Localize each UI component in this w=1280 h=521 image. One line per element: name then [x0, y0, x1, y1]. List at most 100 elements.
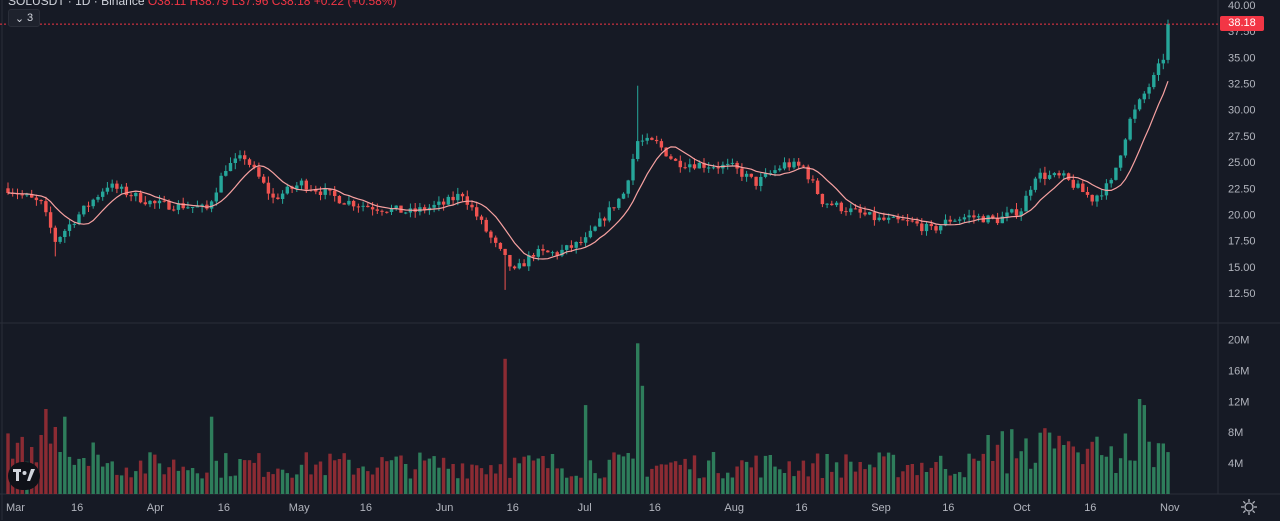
volume-bar	[333, 460, 337, 494]
time-tick-label: 16	[218, 502, 230, 514]
candle	[721, 161, 725, 174]
candle	[811, 175, 815, 183]
candle	[574, 241, 578, 254]
candle	[593, 225, 597, 232]
candle	[669, 154, 673, 160]
candle	[262, 174, 266, 184]
volume-bar	[91, 442, 95, 494]
volume-bar	[1047, 432, 1052, 494]
candle	[475, 201, 479, 221]
volume-bar	[886, 452, 891, 494]
volume-bar	[839, 477, 843, 494]
candle	[494, 235, 498, 248]
volume-bar	[484, 474, 488, 494]
time-tick-label: 16	[507, 502, 519, 514]
candle	[489, 230, 493, 244]
volume-bar	[157, 463, 162, 494]
candle	[323, 183, 327, 200]
volume-bar	[299, 464, 304, 494]
volume-bar	[967, 453, 971, 494]
volume-bar	[891, 454, 896, 494]
candle	[626, 179, 630, 198]
volume-bar	[555, 468, 559, 494]
volume-bar	[63, 416, 67, 494]
time-tick-label: Jul	[578, 502, 592, 514]
volume-bar	[1076, 452, 1080, 494]
volume-bar	[801, 460, 806, 494]
volume-bar	[366, 471, 370, 494]
time-tick-label: 16	[795, 502, 807, 514]
volume-bar	[1052, 448, 1057, 494]
candle	[1024, 190, 1028, 212]
last-price-tag: 38.18	[1220, 16, 1264, 32]
volume-bar	[351, 474, 356, 494]
collapse-indicators-button[interactable]: ⌄ 3	[8, 9, 40, 27]
candle	[583, 232, 588, 248]
candle	[110, 179, 114, 192]
candle	[228, 157, 233, 172]
candle	[858, 204, 862, 219]
candle	[896, 213, 900, 224]
volume-bar	[247, 460, 252, 494]
time-axis[interactable]: Mar 16 Apr 16 May 16 Jun 16 Jul 16 Aug 16 Sep 16 Oct 16…	[6, 502, 1180, 514]
candle	[546, 250, 550, 253]
volume-bar	[205, 472, 209, 494]
candle	[612, 207, 616, 211]
volume-tick-label: 20M	[1228, 335, 1249, 347]
volume-bar	[815, 453, 820, 494]
volume-bar	[1081, 464, 1085, 494]
candle	[948, 215, 952, 225]
candle	[224, 165, 228, 177]
volume-bar	[44, 409, 48, 494]
candle	[347, 195, 351, 206]
candle	[375, 203, 379, 214]
volume-bar	[1038, 432, 1042, 494]
volume-bar	[1057, 435, 1061, 494]
volume-bar	[981, 453, 985, 494]
volume-bar	[778, 469, 782, 494]
time-tick-label: Mar	[6, 502, 25, 514]
volume-bar	[347, 459, 351, 494]
volume-bar	[233, 475, 237, 494]
candle	[6, 182, 10, 195]
volume-bar	[172, 459, 176, 494]
candle	[512, 265, 517, 270]
price-axis[interactable]: 12.50 15.00 17.50 20.00 22.50 25.00 27.50 30.00…	[1228, 0, 1256, 300]
volume-bar	[621, 456, 626, 494]
candle	[792, 158, 796, 170]
time-tick-label: Sep	[871, 502, 891, 514]
volume-bar	[323, 475, 327, 494]
tradingview-logo-icon[interactable]	[8, 462, 40, 490]
volume-bar	[640, 385, 645, 494]
volume-bar	[475, 465, 479, 494]
candle	[432, 200, 436, 213]
volume-bar	[124, 467, 129, 494]
candle	[77, 211, 81, 226]
candle	[636, 85, 640, 162]
volume-bar	[976, 460, 981, 494]
candle	[579, 236, 583, 246]
candle	[328, 188, 332, 196]
volume-bar	[598, 478, 602, 494]
candle	[1062, 170, 1066, 179]
candle	[58, 236, 62, 244]
gear-icon[interactable]	[1240, 498, 1258, 516]
volume-bar	[110, 461, 114, 494]
volume-bar	[1109, 446, 1113, 494]
volume-axis[interactable]: 4M 8M 12M 16M 20M	[1228, 335, 1249, 471]
volume-tick-label: 4M	[1228, 458, 1243, 470]
time-tick-label: Nov	[1160, 502, 1180, 514]
volume-bar	[214, 460, 218, 494]
candle	[422, 204, 427, 214]
candle	[96, 194, 100, 203]
volume-bar	[1137, 399, 1142, 494]
volume-bar	[811, 463, 815, 494]
price-tick-label: 15.00	[1228, 262, 1256, 274]
candle	[389, 204, 394, 215]
volume-bar	[692, 455, 697, 494]
volume-bar	[688, 469, 692, 494]
volume-bar	[342, 453, 346, 494]
candle	[44, 196, 48, 217]
candle	[868, 211, 872, 216]
